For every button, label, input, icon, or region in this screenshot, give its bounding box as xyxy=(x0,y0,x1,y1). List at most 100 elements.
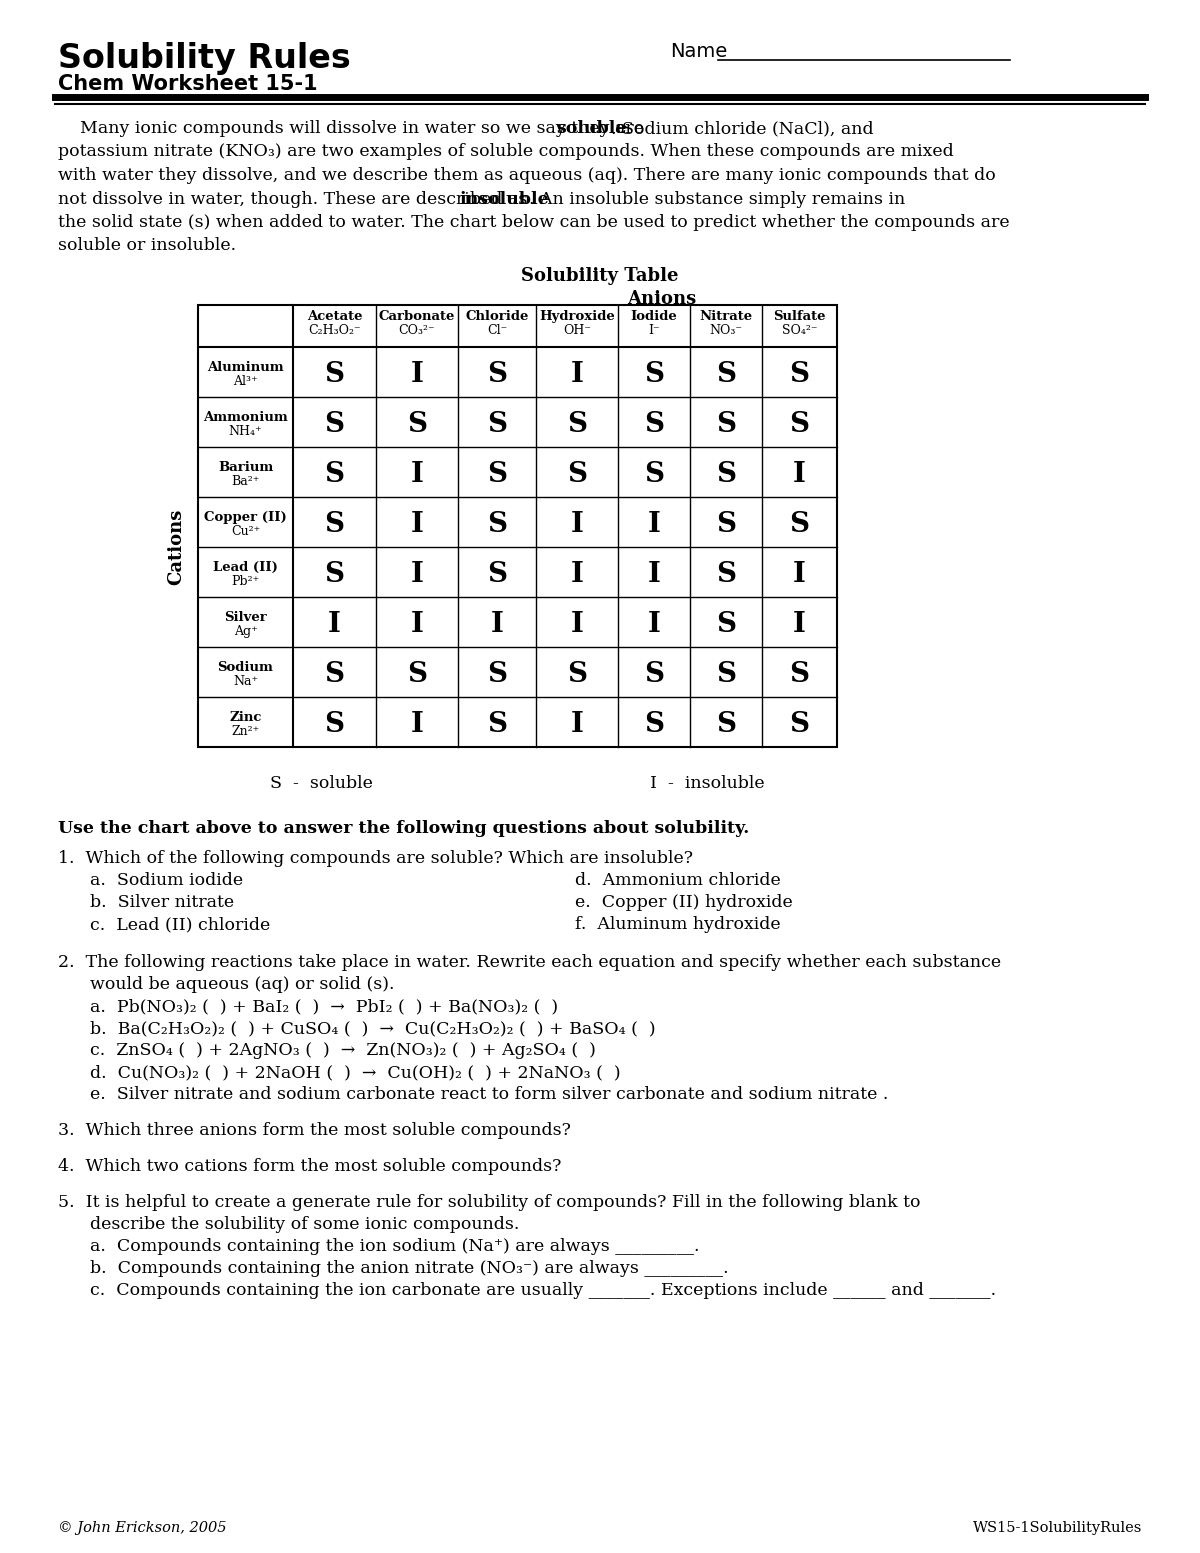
Text: S: S xyxy=(487,561,508,589)
Text: S: S xyxy=(716,461,736,488)
Text: a.  Compounds containing the ion sodium (Na⁺) are always _________.: a. Compounds containing the ion sodium (… xyxy=(90,1238,700,1255)
Text: S: S xyxy=(716,412,736,438)
Text: d.  Cu(NO₃)₂ (  ) + 2NaOH (  )  →  Cu(OH)₂ (  ) + 2NaNO₃ (  ): d. Cu(NO₃)₂ ( ) + 2NaOH ( ) → Cu(OH)₂ ( … xyxy=(90,1064,620,1081)
Text: NO₃⁻: NO₃⁻ xyxy=(709,325,743,337)
Text: S: S xyxy=(644,360,664,388)
Text: 1.  Which of the following compounds are soluble? Which are insoluble?: 1. Which of the following compounds are … xyxy=(58,849,694,867)
Text: NH₄⁺: NH₄⁺ xyxy=(229,426,263,438)
Text: I: I xyxy=(570,610,583,638)
Text: Sodium: Sodium xyxy=(217,662,274,674)
Text: potassium nitrate (KNO₃) are two examples of soluble compounds. When these compo: potassium nitrate (KNO₃) are two example… xyxy=(58,143,954,160)
Text: Carbonate: Carbonate xyxy=(379,311,455,323)
Text: Zn²⁺: Zn²⁺ xyxy=(232,725,259,738)
Text: 2.  The following reactions take place in water. Rewrite each equation and speci: 2. The following reactions take place in… xyxy=(58,954,1001,971)
Text: Chem Worksheet 15-1: Chem Worksheet 15-1 xyxy=(58,75,318,95)
Text: c.  Lead (II) chloride: c. Lead (II) chloride xyxy=(90,916,270,933)
Text: I: I xyxy=(410,711,424,738)
Text: I  -  insoluble: I - insoluble xyxy=(650,775,764,792)
Text: S: S xyxy=(487,662,508,688)
Text: I: I xyxy=(410,610,424,638)
Text: Nitrate: Nitrate xyxy=(700,311,752,323)
Text: Ba²⁺: Ba²⁺ xyxy=(232,475,259,488)
Text: Iodide: Iodide xyxy=(631,311,677,323)
Text: a.  Pb(NO₃)₂ (  ) + BaI₂ (  )  →  PbI₂ (  ) + Ba(NO₃)₂ (  ): a. Pb(NO₃)₂ ( ) + BaI₂ ( ) → PbI₂ ( ) + … xyxy=(90,999,558,1016)
Text: S: S xyxy=(716,511,736,537)
Text: S: S xyxy=(790,511,810,537)
Text: I: I xyxy=(570,711,583,738)
Text: soluble or insoluble.: soluble or insoluble. xyxy=(58,238,236,255)
Text: S: S xyxy=(716,662,736,688)
Text: OH⁻: OH⁻ xyxy=(563,325,592,337)
Text: S: S xyxy=(324,511,344,537)
Text: c.  Compounds containing the ion carbonate are usually _______. Exceptions inclu: c. Compounds containing the ion carbonat… xyxy=(90,1281,996,1298)
Text: e.  Silver nitrate and sodium carbonate react to form silver carbonate and sodiu: e. Silver nitrate and sodium carbonate r… xyxy=(90,1086,888,1103)
Text: I: I xyxy=(328,610,341,638)
Text: Hydroxide: Hydroxide xyxy=(539,311,614,323)
Text: not dissolve in water, though. These are described as: not dissolve in water, though. These are… xyxy=(58,191,533,208)
Text: would be aqueous (aq) or solid (s).: would be aqueous (aq) or solid (s). xyxy=(90,975,395,992)
Text: S: S xyxy=(716,711,736,738)
Text: S: S xyxy=(407,662,427,688)
Text: Name: Name xyxy=(670,42,727,61)
Text: Anions: Anions xyxy=(628,290,697,307)
Text: S  -  soluble: S - soluble xyxy=(270,775,373,792)
Text: I: I xyxy=(793,610,806,638)
Text: I: I xyxy=(410,511,424,537)
Text: 3.  Which three anions form the most soluble compounds?: 3. Which three anions form the most solu… xyxy=(58,1121,571,1138)
Text: S: S xyxy=(324,360,344,388)
Text: I: I xyxy=(491,610,504,638)
Text: Al³⁺: Al³⁺ xyxy=(233,374,258,388)
Text: S: S xyxy=(790,662,810,688)
Text: with water they dissolve, and we describe them as aqueous (aq). There are many i: with water they dissolve, and we describ… xyxy=(58,168,996,183)
Text: Many ionic compounds will dissolve in water so we say they are: Many ionic compounds will dissolve in wa… xyxy=(58,120,649,137)
Text: S: S xyxy=(644,412,664,438)
Text: © John Erickson, 2005: © John Erickson, 2005 xyxy=(58,1520,227,1534)
Text: I: I xyxy=(570,360,583,388)
Text: Ag⁺: Ag⁺ xyxy=(234,624,257,638)
Text: Copper (II): Copper (II) xyxy=(204,511,287,523)
Text: I: I xyxy=(793,561,806,589)
Text: Cations: Cations xyxy=(167,509,185,585)
Text: S: S xyxy=(568,662,587,688)
Text: S: S xyxy=(324,561,344,589)
Text: Zinc: Zinc xyxy=(229,711,262,724)
Text: Lead (II): Lead (II) xyxy=(214,561,278,575)
Text: S: S xyxy=(790,711,810,738)
Text: S: S xyxy=(324,662,344,688)
Text: c.  ZnSO₄ (  ) + 2AgNO₃ (  )  →  Zn(NO₃)₂ (  ) + Ag₂SO₄ (  ): c. ZnSO₄ ( ) + 2AgNO₃ ( ) → Zn(NO₃)₂ ( )… xyxy=(90,1042,596,1059)
Text: . An insoluble substance simply remains in: . An insoluble substance simply remains … xyxy=(529,191,906,208)
Text: Ammonium: Ammonium xyxy=(203,412,288,424)
Text: d.  Ammonium chloride: d. Ammonium chloride xyxy=(575,871,781,888)
Text: the solid state (s) when added to water. The chart below can be used to predict : the solid state (s) when added to water.… xyxy=(58,214,1009,231)
Text: S: S xyxy=(324,461,344,488)
Text: Aluminum: Aluminum xyxy=(208,360,284,374)
Text: S: S xyxy=(568,412,587,438)
Text: S: S xyxy=(644,662,664,688)
Text: S: S xyxy=(790,412,810,438)
Text: SO₄²⁻: SO₄²⁻ xyxy=(781,325,817,337)
Text: Acetate: Acetate xyxy=(307,311,362,323)
Text: I: I xyxy=(410,360,424,388)
Text: S: S xyxy=(716,561,736,589)
Text: S: S xyxy=(487,412,508,438)
Text: I: I xyxy=(648,561,660,589)
Text: 4.  Which two cations form the most soluble compounds?: 4. Which two cations form the most solub… xyxy=(58,1159,562,1176)
Text: Cu²⁺: Cu²⁺ xyxy=(230,525,260,537)
Text: Barium: Barium xyxy=(218,461,274,474)
Text: I: I xyxy=(648,511,660,537)
Text: Solubility Table: Solubility Table xyxy=(521,267,679,286)
Text: CO₃²⁻: CO₃²⁻ xyxy=(398,325,436,337)
Text: a.  Sodium iodide: a. Sodium iodide xyxy=(90,871,244,888)
Text: I⁻: I⁻ xyxy=(648,325,660,337)
Text: soluble: soluble xyxy=(557,120,626,137)
Text: S: S xyxy=(487,360,508,388)
Text: b.  Silver nitrate: b. Silver nitrate xyxy=(90,895,234,912)
Text: S: S xyxy=(487,511,508,537)
Text: 5.  It is helpful to create a generate rule for solubility of compounds? Fill in: 5. It is helpful to create a generate ru… xyxy=(58,1194,920,1211)
Text: S: S xyxy=(324,412,344,438)
Text: I: I xyxy=(570,561,583,589)
Text: b.  Compounds containing the anion nitrate (NO₃⁻) are always _________.: b. Compounds containing the anion nitrat… xyxy=(90,1259,728,1277)
Text: S: S xyxy=(568,461,587,488)
Text: WS15-1SolubilityRules: WS15-1SolubilityRules xyxy=(973,1520,1142,1534)
Text: S: S xyxy=(324,711,344,738)
